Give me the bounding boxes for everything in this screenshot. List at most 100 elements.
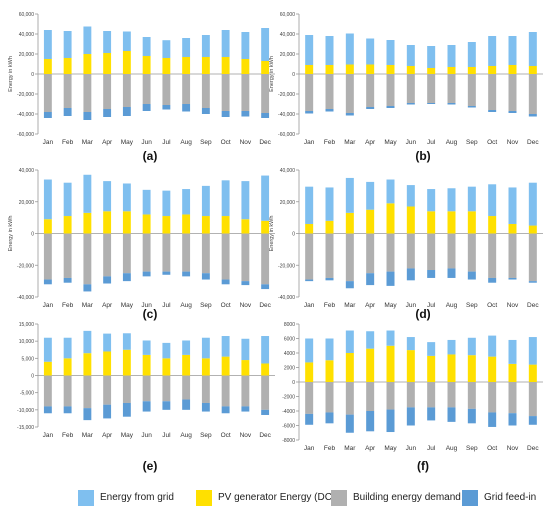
x-tick-label: Jan (304, 445, 315, 452)
bar-building-energy-demand-nov (241, 375, 250, 407)
bar-grid-feed-in-apr (366, 273, 375, 286)
bar-grid-feed-in-jan (305, 111, 314, 114)
x-tick-label: Apr (102, 302, 113, 309)
bar-energy-from-grid-jan (305, 338, 314, 363)
x-tick-label: Sep (466, 445, 478, 452)
bar-energy-from-grid-apr (103, 181, 112, 212)
bar-pv-generator-energy-dc-aug (182, 354, 191, 376)
bar-building-energy-demand-sep (467, 233, 476, 272)
bar-pv-generator-energy-dc-mar (83, 54, 92, 74)
x-tick-label: Mar (344, 302, 356, 309)
x-tick-label: Oct (221, 302, 231, 309)
bar-pv-generator-energy-dc-mar (83, 212, 92, 234)
bar-pv-generator-energy-dc-apr (366, 348, 375, 382)
bar-pv-generator-energy-dc-jan (43, 59, 52, 74)
bar-energy-from-grid-jun (406, 337, 415, 351)
chart-panels: -60,000 -40,000 -20,000 0 20,000 40,000 60,000… (8, 12, 543, 473)
bar-grid-feed-in-feb (63, 277, 72, 283)
bar-grid-feed-in-sep (201, 273, 210, 280)
bar-grid-feed-in-nov (241, 406, 250, 412)
x-tick-label: Nov (240, 432, 252, 439)
bar-building-energy-demand-mar (83, 74, 92, 112)
bar-building-energy-demand-jan (43, 74, 52, 112)
bar-building-energy-demand-oct (488, 74, 497, 110)
bar-grid-feed-in-oct (221, 279, 230, 285)
bar-grid-feed-in-feb (63, 406, 72, 414)
bar-energy-from-grid-nov (241, 181, 250, 220)
y-tick-label: 5,000 (21, 356, 34, 362)
y-tick-label: 40,000 (280, 32, 296, 38)
bar-pv-generator-energy-dc-jun (142, 56, 151, 74)
y-tick-label: 0 (31, 232, 34, 238)
x-tick-label: Jul (427, 139, 436, 146)
y-axis-label: Energy in kWh (8, 216, 14, 252)
bar-grid-feed-in-dec (528, 281, 537, 283)
panel-label: (e) (143, 459, 158, 473)
bar-pv-generator-energy-dc-jun (406, 350, 415, 382)
bar-pv-generator-energy-dc-feb (63, 58, 72, 74)
bar-building-energy-demand-aug (447, 74, 456, 103)
x-tick-label: Feb (62, 432, 74, 439)
bar-pv-generator-energy-dc-jan (305, 223, 314, 234)
y-tick-label: 20,000 (19, 52, 35, 58)
bar-energy-from-grid-dec (528, 337, 537, 365)
bar-pv-generator-energy-dc-aug (447, 354, 456, 382)
bar-energy-from-grid-aug (447, 188, 456, 212)
bar-grid-feed-in-jun (406, 268, 415, 281)
bar-energy-from-grid-feb (325, 338, 334, 361)
bar-grid-feed-in-mar (83, 408, 92, 421)
bar-grid-feed-in-aug (447, 103, 456, 105)
bar-pv-generator-energy-dc-apr (366, 64, 375, 74)
y-tick-label: 0 (292, 380, 295, 386)
bar-pv-generator-energy-dc-feb (325, 360, 334, 382)
y-tick-label: -20,000 (17, 92, 34, 98)
bar-energy-from-grid-jul (427, 46, 436, 68)
y-tick-label: 0 (31, 374, 34, 380)
bar-energy-from-grid-oct (488, 36, 497, 66)
x-tick-label: Jul (162, 139, 171, 146)
bar-building-energy-demand-jun (406, 382, 415, 408)
bar-pv-generator-energy-dc-may (122, 211, 131, 234)
bar-pv-generator-energy-dc-oct (488, 356, 497, 382)
bar-grid-feed-in-apr (366, 411, 375, 432)
x-tick-label: Dec (259, 139, 271, 146)
bar-pv-generator-energy-dc-apr (103, 211, 112, 234)
bar-grid-feed-in-jul (162, 105, 171, 110)
y-tick-label: -40,000 (278, 295, 295, 301)
bar-grid-feed-in-sep (467, 271, 476, 280)
bar-grid-feed-in-dec (261, 113, 270, 118)
bar-energy-from-grid-jun (142, 189, 151, 215)
bar-pv-generator-energy-dc-sep (467, 211, 476, 234)
bar-grid-feed-in-may (386, 106, 395, 108)
bar-energy-from-grid-feb (325, 187, 334, 221)
bar-energy-from-grid-jun (406, 45, 415, 66)
bar-energy-from-grid-mar (83, 174, 92, 213)
bar-pv-generator-energy-dc-jul (162, 216, 171, 234)
bar-grid-feed-in-may (122, 107, 131, 116)
y-tick-label: 0 (292, 72, 295, 78)
bar-energy-from-grid-mar (345, 177, 354, 213)
bar-grid-feed-in-sep (467, 106, 476, 108)
bar-energy-from-grid-oct (221, 30, 230, 57)
y-tick-label: -40,000 (17, 295, 34, 301)
bar-energy-from-grid-apr (103, 333, 112, 352)
bar-building-energy-demand-jul (162, 74, 171, 105)
bar-grid-feed-in-nov (241, 281, 250, 286)
bar-pv-generator-energy-dc-nov (508, 65, 517, 74)
bar-grid-feed-in-feb (63, 108, 72, 116)
bar-energy-from-grid-dec (261, 28, 270, 61)
y-tick-label: -20,000 (278, 92, 295, 98)
bar-grid-feed-in-apr (366, 107, 375, 109)
bar-energy-from-grid-apr (366, 38, 375, 65)
bar-building-energy-demand-jan (305, 382, 314, 414)
bar-grid-feed-in-mar (83, 112, 92, 120)
bar-energy-from-grid-aug (447, 45, 456, 67)
y-tick-label: 60,000 (19, 12, 35, 18)
bar-grid-feed-in-dec (261, 409, 270, 415)
bar-energy-from-grid-feb (63, 31, 72, 58)
legend-label-grid-feed-in: Grid feed-in (484, 492, 537, 503)
bar-pv-generator-energy-dc-may (122, 51, 131, 74)
y-tick-label: 0 (292, 232, 295, 238)
x-tick-label: Jul (427, 445, 436, 452)
bar-building-energy-demand-aug (182, 375, 191, 400)
